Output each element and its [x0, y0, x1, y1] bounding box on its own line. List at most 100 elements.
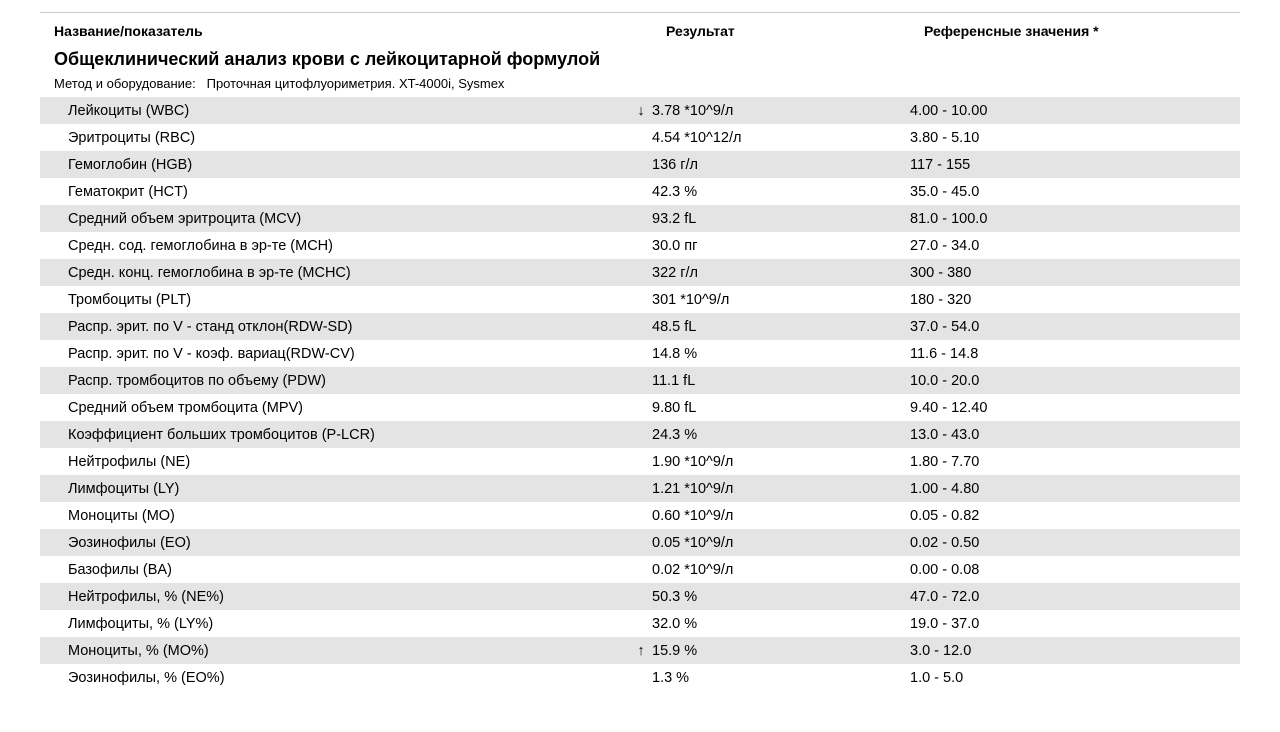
cell-flag-icon — [630, 286, 652, 313]
table-row: Моноциты, % (MO%)↑15.9 %3.0 - 12.0 — [40, 637, 1240, 664]
cell-name: Нейтрофилы (NE) — [40, 448, 630, 475]
cell-result: 32.0 % — [652, 610, 910, 637]
cell-reference: 11.6 - 14.8 — [910, 340, 1240, 367]
cell-flag-icon — [630, 313, 652, 340]
cell-reference: 35.0 - 45.0 — [910, 178, 1240, 205]
table-row: Моноциты (MO) 0.60 *10^9/л0.05 - 0.82 — [40, 502, 1240, 529]
cell-name: Распр. тромбоцитов по объему (PDW) — [40, 367, 630, 394]
table-row: Лейкоциты (WBC)↓3.78 *10^9/л4.00 - 10.00 — [40, 97, 1240, 124]
cell-name: Тромбоциты (PLT) — [40, 286, 630, 313]
method-value: Проточная цитофлуориметрия. XT-4000i, Sy… — [207, 76, 505, 91]
table-row: Средн. сод. гемоглобина в эр-те (MCH)30.… — [40, 232, 1240, 259]
cell-flag-icon — [630, 232, 652, 259]
header-flag — [644, 23, 666, 39]
cell-reference: 10.0 - 20.0 — [910, 367, 1240, 394]
table-row: Гемоглобин (HGB) 136 г/л117 - 155 — [40, 151, 1240, 178]
cell-reference: 0.02 - 0.50 — [910, 529, 1240, 556]
cell-reference: 47.0 - 72.0 — [910, 583, 1240, 610]
cell-flag-icon — [630, 610, 652, 637]
cell-name: Распр. эрит. по V - станд отклон(RDW-SD) — [40, 313, 630, 340]
table-row: Лимфоциты (LY)1.21 *10^9/л1.00 - 4.80 — [40, 475, 1240, 502]
table-header-row: Название/показатель Результат Референсны… — [40, 13, 1240, 47]
table-row: Эритроциты (RBC) 4.54 *10^12/л3.80 - 5.10 — [40, 124, 1240, 151]
cell-reference: 3.0 - 12.0 — [910, 637, 1240, 664]
table-row: Базофилы (BA)0.02 *10^9/л0.00 - 0.08 — [40, 556, 1240, 583]
cell-result: 93.2 fL — [652, 205, 910, 232]
table-row: Эозинофилы (EO)0.05 *10^9/л0.02 - 0.50 — [40, 529, 1240, 556]
cell-flag-icon — [630, 178, 652, 205]
method-label: Метод и оборудование: — [54, 76, 196, 91]
cell-name: Лимфоциты (LY) — [40, 475, 630, 502]
header-result: Результат — [666, 23, 924, 39]
cell-name: Лейкоциты (WBC) — [40, 97, 630, 124]
section-title: Общеклинический анализ крови с лейкоцита… — [40, 47, 1240, 74]
table-row: Нейтрофилы (NE) 1.90 *10^9/л1.80 - 7.70 — [40, 448, 1240, 475]
cell-flag-icon — [630, 367, 652, 394]
table-row: Распр. тромбоцитов по объему (PDW) 11.1 f… — [40, 367, 1240, 394]
cell-result: 11.1 fL — [652, 367, 910, 394]
cell-flag-icon: ↑ — [630, 637, 652, 664]
table-row: Лимфоциты, % (LY%)32.0 %19.0 - 37.0 — [40, 610, 1240, 637]
table-row: Средний объем тромбоцита (MPV) 9.80 fL9.4… — [40, 394, 1240, 421]
cell-reference: 4.00 - 10.00 — [910, 97, 1240, 124]
cell-result: 24.3 % — [652, 421, 910, 448]
cell-reference: 300 - 380 — [910, 259, 1240, 286]
table-row: Нейтрофилы, % (NE%)50.3 %47.0 - 72.0 — [40, 583, 1240, 610]
cell-result: 9.80 fL — [652, 394, 910, 421]
table-row: Средний объем эритроцита (MCV) 93.2 fL81.… — [40, 205, 1240, 232]
method-line: Метод и оборудование: Проточная цитофлуо… — [40, 74, 1240, 97]
cell-reference: 1.80 - 7.70 — [910, 448, 1240, 475]
cell-name: Гематокрит (HCT) — [40, 178, 630, 205]
cell-name: Распр. эрит. по V - коэф. вариац(RDW-CV) — [40, 340, 630, 367]
table-row: Коэффициент больших тромбоцитов (P-LCR) 2… — [40, 421, 1240, 448]
table-row: Распр. эрит. по V - коэф. вариац(RDW-CV)… — [40, 340, 1240, 367]
header-name: Название/показатель — [54, 23, 644, 39]
table-row: Средн. конц. гемоглобина в эр-те (MCHC) 3… — [40, 259, 1240, 286]
cell-flag-icon — [630, 664, 652, 691]
cell-name: Моноциты, % (MO%) — [40, 637, 630, 664]
cell-result: 48.5 fL — [652, 313, 910, 340]
cell-flag-icon — [630, 475, 652, 502]
cell-reference: 1.0 - 5.0 — [910, 664, 1240, 691]
table-row: Эозинофилы, % (EO%)1.3 %1.0 - 5.0 — [40, 664, 1240, 691]
cell-result: 0.60 *10^9/л — [652, 502, 910, 529]
cell-name: Средний объем эритроцита (MCV) — [40, 205, 630, 232]
cell-reference: 37.0 - 54.0 — [910, 313, 1240, 340]
cell-result: 3.78 *10^9/л — [652, 97, 910, 124]
cell-name: Нейтрофилы, % (NE%) — [40, 583, 630, 610]
cell-name: Средн. конц. гемоглобина в эр-те (MCHC) — [40, 259, 630, 286]
cell-result: 4.54 *10^12/л — [652, 124, 910, 151]
cell-flag-icon — [630, 151, 652, 178]
cell-result: 1.3 % — [652, 664, 910, 691]
table-row: Гематокрит (HCT)42.3 %35.0 - 45.0 — [40, 178, 1240, 205]
cell-reference: 0.05 - 0.82 — [910, 502, 1240, 529]
cell-reference: 117 - 155 — [910, 151, 1240, 178]
cell-result: 14.8 % — [652, 340, 910, 367]
cell-reference: 81.0 - 100.0 — [910, 205, 1240, 232]
cell-reference: 9.40 - 12.40 — [910, 394, 1240, 421]
header-ref: Референсные значения * — [924, 23, 1226, 39]
cell-result: 1.21 *10^9/л — [652, 475, 910, 502]
cell-flag-icon — [630, 259, 652, 286]
table-row: Тромбоциты (PLT)301 *10^9/л180 - 320 — [40, 286, 1240, 313]
cell-name: Гемоглобин (HGB) — [40, 151, 630, 178]
cell-flag-icon — [630, 502, 652, 529]
cell-result: 0.02 *10^9/л — [652, 556, 910, 583]
cell-result: 136 г/л — [652, 151, 910, 178]
cell-flag-icon — [630, 529, 652, 556]
cell-flag-icon — [630, 421, 652, 448]
cell-reference: 180 - 320 — [910, 286, 1240, 313]
cell-flag-icon — [630, 394, 652, 421]
cell-reference: 13.0 - 43.0 — [910, 421, 1240, 448]
cell-name: Лимфоциты, % (LY%) — [40, 610, 630, 637]
cell-name: Эритроциты (RBC) — [40, 124, 630, 151]
cell-name: Коэффициент больших тромбоцитов (P-LCR) — [40, 421, 630, 448]
cell-result: 15.9 % — [652, 637, 910, 664]
cell-name: Средний объем тромбоцита (MPV) — [40, 394, 630, 421]
cell-reference: 3.80 - 5.10 — [910, 124, 1240, 151]
cell-name: Моноциты (MO) — [40, 502, 630, 529]
cell-flag-icon — [630, 124, 652, 151]
cell-flag-icon — [630, 583, 652, 610]
cell-flag-icon — [630, 448, 652, 475]
cell-result: 1.90 *10^9/л — [652, 448, 910, 475]
